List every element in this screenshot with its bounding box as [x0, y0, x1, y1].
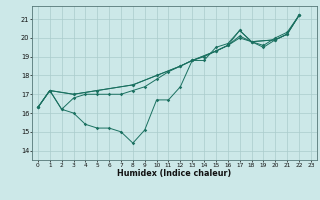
X-axis label: Humidex (Indice chaleur): Humidex (Indice chaleur) — [117, 169, 232, 178]
